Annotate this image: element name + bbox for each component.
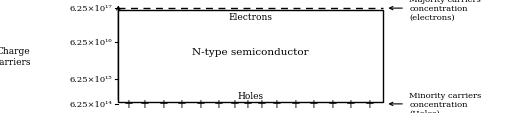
Text: Minority carriers
concentration
(Holes): Minority carriers concentration (Holes) — [409, 91, 481, 113]
Text: 6.25×10¹⁵: 6.25×10¹⁵ — [69, 75, 112, 83]
Text: +: + — [158, 98, 168, 110]
Text: N-type semiconductor: N-type semiconductor — [193, 48, 309, 56]
Text: +: + — [230, 98, 240, 110]
Text: 6.25×10¹⁴: 6.25×10¹⁴ — [69, 100, 112, 108]
Text: +: + — [291, 98, 300, 110]
Text: +: + — [328, 98, 338, 110]
Text: +: + — [272, 98, 282, 110]
Text: Holes: Holes — [238, 92, 264, 100]
Bar — [118, 11, 383, 102]
Text: +: + — [346, 98, 356, 110]
Text: 6.25×10¹⁶: 6.25×10¹⁶ — [69, 39, 112, 47]
Text: Charge
carriers: Charge carriers — [0, 47, 32, 66]
Text: +: + — [214, 98, 224, 110]
Text: +: + — [243, 98, 253, 110]
Text: +: + — [140, 98, 150, 110]
Text: Electrons: Electrons — [229, 13, 272, 22]
Text: 6.25×10¹⁷: 6.25×10¹⁷ — [69, 5, 112, 13]
Text: +: + — [309, 98, 319, 110]
Text: +: + — [124, 98, 134, 110]
Text: +: + — [196, 98, 205, 110]
Text: Majority carriers
concentration
(electrons): Majority carriers concentration (electro… — [409, 0, 481, 22]
Text: +: + — [365, 98, 375, 110]
Text: +: + — [177, 98, 187, 110]
Text: +: + — [256, 98, 266, 110]
